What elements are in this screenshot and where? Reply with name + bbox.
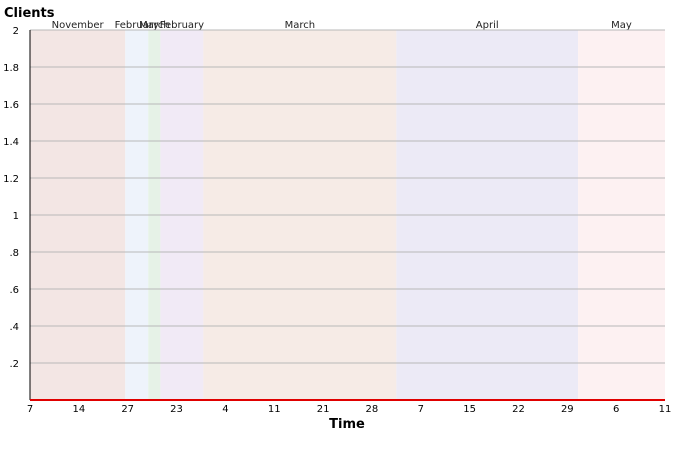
x-tick-label: 22 bbox=[512, 404, 525, 415]
y-tick-label: 1.4 bbox=[3, 137, 19, 148]
x-tick-label: 11 bbox=[659, 404, 672, 415]
x-tick-label: 7 bbox=[27, 404, 33, 415]
y-axis-title: Clients bbox=[4, 6, 55, 21]
x-axis-title: Time bbox=[329, 417, 365, 432]
x-tick-labels: 7 14 27 23 4 11 21 28 7 15 22 29 6 11 bbox=[27, 404, 672, 415]
gridlines bbox=[30, 29, 665, 364]
month-band-label: February bbox=[160, 20, 204, 31]
month-band-label: May bbox=[611, 20, 632, 31]
x-tick-label: 21 bbox=[317, 404, 330, 415]
month-band-label: April bbox=[476, 20, 499, 31]
x-tick-label: 11 bbox=[268, 404, 281, 415]
x-tick-label: 28 bbox=[366, 404, 379, 415]
x-tick-label: 27 bbox=[121, 404, 134, 415]
y-tick-label: 1.6 bbox=[3, 100, 19, 111]
x-tick-label: 23 bbox=[170, 404, 183, 415]
x-tick-label: 6 bbox=[613, 404, 619, 415]
y-tick-label: .6 bbox=[9, 285, 19, 296]
x-tick-label: 7 bbox=[418, 404, 424, 415]
y-tick-label: 1.8 bbox=[3, 63, 19, 74]
y-tick-label: 1 bbox=[13, 211, 19, 222]
y-tick-label: 1.2 bbox=[3, 174, 19, 185]
y-tick-label: .4 bbox=[9, 322, 19, 333]
y-tick-label: .2 bbox=[9, 359, 19, 370]
y-tick-labels: .2 .4 .6 .8 1 1.2 1.4 1.6 1.8 2 bbox=[3, 26, 19, 370]
x-tick-label: 29 bbox=[561, 404, 574, 415]
y-tick-label: 2 bbox=[13, 26, 19, 37]
month-band-label: February bbox=[115, 20, 159, 31]
month-band-label: November bbox=[52, 20, 105, 31]
y-tick-label: .8 bbox=[9, 248, 19, 259]
x-tick-label: 14 bbox=[72, 404, 85, 415]
month-band-label: March bbox=[285, 20, 315, 31]
x-tick-label: 4 bbox=[222, 404, 228, 415]
x-tick-label: 15 bbox=[463, 404, 476, 415]
month-band-label: March bbox=[139, 20, 169, 31]
